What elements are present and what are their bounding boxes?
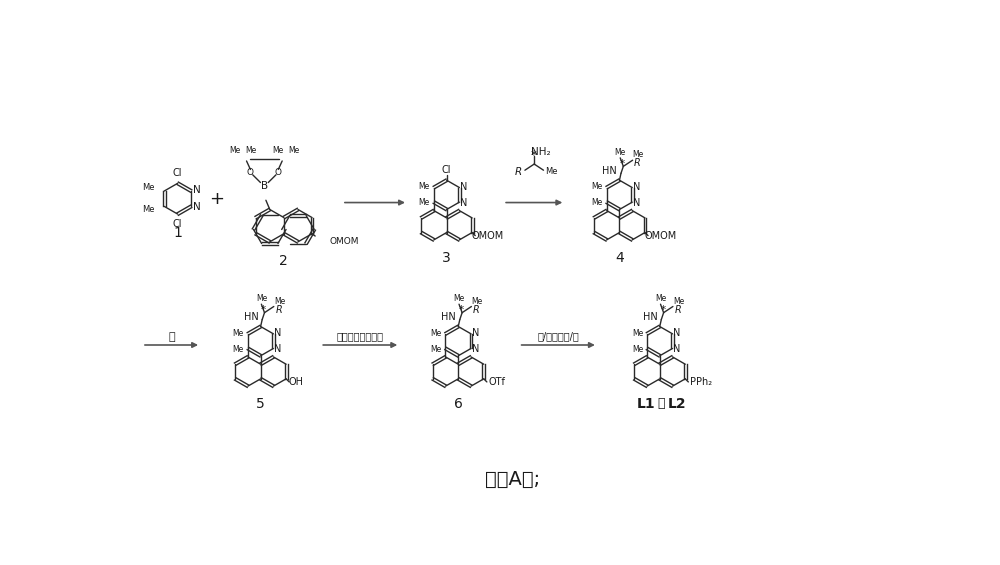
Text: NH₂: NH₂ bbox=[531, 147, 551, 158]
Text: O: O bbox=[275, 168, 282, 177]
Text: *: * bbox=[261, 305, 266, 315]
Text: Me: Me bbox=[233, 345, 244, 354]
Text: HN: HN bbox=[643, 312, 657, 322]
Text: N: N bbox=[193, 202, 200, 212]
Text: Me: Me bbox=[632, 329, 643, 337]
Text: Me: Me bbox=[419, 198, 430, 207]
Text: +: + bbox=[209, 190, 224, 208]
Text: Me: Me bbox=[673, 297, 684, 306]
Text: Me: Me bbox=[245, 146, 256, 155]
Text: Me: Me bbox=[545, 167, 558, 176]
Text: N: N bbox=[274, 328, 281, 338]
Text: Cl: Cl bbox=[441, 165, 451, 175]
Text: OH: OH bbox=[289, 377, 304, 387]
Text: R: R bbox=[275, 305, 282, 315]
Text: Me: Me bbox=[592, 182, 603, 192]
Text: R: R bbox=[473, 305, 480, 315]
Text: PPh₂: PPh₂ bbox=[690, 377, 712, 387]
Text: N: N bbox=[472, 328, 479, 338]
Text: Me: Me bbox=[615, 148, 626, 157]
Text: Me: Me bbox=[288, 146, 299, 155]
Text: R: R bbox=[634, 158, 641, 168]
Text: Me: Me bbox=[256, 294, 267, 303]
Text: 酸: 酸 bbox=[168, 332, 175, 342]
Text: Me: Me bbox=[430, 345, 442, 354]
Text: 或: 或 bbox=[658, 397, 665, 410]
Text: O: O bbox=[247, 168, 254, 177]
Text: R: R bbox=[674, 305, 681, 315]
Text: R: R bbox=[515, 167, 522, 177]
Text: N: N bbox=[460, 198, 467, 208]
Text: Me: Me bbox=[229, 146, 241, 155]
Text: *: * bbox=[530, 149, 536, 162]
Text: HN: HN bbox=[602, 166, 617, 176]
Text: N: N bbox=[633, 198, 640, 208]
Text: OMOM: OMOM bbox=[472, 231, 504, 241]
Text: 6: 6 bbox=[454, 397, 463, 411]
Text: N: N bbox=[274, 344, 281, 354]
Text: Me: Me bbox=[233, 329, 244, 337]
Text: Me: Me bbox=[632, 345, 643, 354]
Text: HN: HN bbox=[441, 312, 456, 322]
Text: N: N bbox=[460, 182, 467, 192]
Text: HN: HN bbox=[244, 312, 258, 322]
Text: L2: L2 bbox=[667, 397, 686, 411]
Text: Me: Me bbox=[274, 297, 285, 306]
Text: B: B bbox=[261, 181, 268, 192]
Text: OTf: OTf bbox=[488, 377, 505, 387]
Text: 2: 2 bbox=[280, 254, 288, 268]
Text: L1: L1 bbox=[636, 397, 655, 411]
Text: 式（A）;: 式（A）; bbox=[485, 470, 540, 489]
Text: Me: Me bbox=[142, 184, 155, 193]
Text: Me: Me bbox=[592, 198, 603, 207]
Text: *: * bbox=[660, 305, 665, 315]
Text: N: N bbox=[673, 344, 680, 354]
Text: N: N bbox=[673, 328, 680, 338]
Text: *: * bbox=[620, 159, 625, 169]
Text: OMOM: OMOM bbox=[644, 231, 677, 241]
Text: Me: Me bbox=[142, 205, 155, 214]
Text: *: * bbox=[459, 305, 464, 315]
Text: Me: Me bbox=[419, 182, 430, 192]
Text: N: N bbox=[193, 185, 200, 195]
Text: Me: Me bbox=[430, 329, 442, 337]
Text: Cl: Cl bbox=[172, 168, 182, 179]
Text: N: N bbox=[633, 182, 640, 192]
Text: Me: Me bbox=[453, 294, 465, 303]
Text: Cl: Cl bbox=[172, 219, 182, 229]
Text: N: N bbox=[472, 344, 479, 354]
Text: Me: Me bbox=[273, 146, 284, 155]
Text: Me: Me bbox=[655, 294, 666, 303]
Text: Me: Me bbox=[633, 150, 644, 159]
Text: 镍/二苯基膦/碱: 镍/二苯基膦/碱 bbox=[537, 332, 579, 341]
Text: 5: 5 bbox=[256, 397, 265, 411]
Text: Me: Me bbox=[471, 297, 483, 306]
Text: 三氟甲磺酸化试剂: 三氟甲磺酸化试剂 bbox=[336, 332, 383, 341]
Text: 1: 1 bbox=[173, 227, 182, 241]
Text: OMOM: OMOM bbox=[330, 237, 359, 246]
Text: 3: 3 bbox=[442, 251, 451, 264]
Text: 4: 4 bbox=[615, 251, 624, 264]
